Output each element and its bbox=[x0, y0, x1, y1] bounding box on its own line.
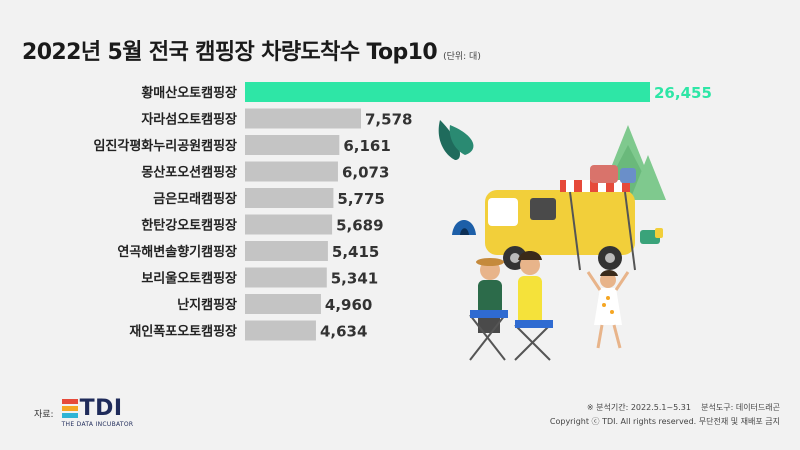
bar bbox=[245, 294, 321, 314]
cooler-icon bbox=[640, 228, 663, 244]
bar bbox=[245, 241, 328, 261]
category-label: 금은모래캠핑장 bbox=[153, 191, 237, 207]
source-label: 자료: bbox=[34, 409, 54, 420]
tent-icon bbox=[452, 220, 476, 235]
chart-title: 2022년 5월 전국 캠핑장 차량도착수 Top10 bbox=[22, 40, 438, 65]
bar bbox=[245, 108, 362, 129]
value-label: 5,415 bbox=[332, 243, 379, 261]
footer-notes: ※ 분석기간: 2022.5.1~5.31 분석도구: 데이터드래곤 Copyr… bbox=[550, 401, 780, 429]
bar bbox=[245, 188, 334, 208]
unit-label: (단위: 대) bbox=[443, 52, 481, 62]
value-label: 4,960 bbox=[325, 296, 372, 314]
bar bbox=[245, 161, 338, 182]
analysis-period: ※ 분석기간: 2022.5.1~5.31 분석도구: 데이터드래곤 bbox=[586, 403, 780, 412]
value-label: 6,161 bbox=[343, 137, 390, 155]
category-label: 재인폭포오토캠핑장 bbox=[129, 324, 237, 340]
value-label: 5,689 bbox=[336, 217, 383, 235]
logo-subtitle: THE DATA INCUBATOR bbox=[61, 421, 134, 428]
bar bbox=[245, 267, 327, 288]
value-label: 5,341 bbox=[331, 270, 378, 288]
bar bbox=[245, 214, 333, 235]
category-label: 황매산오토캠핑장 bbox=[141, 85, 237, 101]
camping-illustration-icon bbox=[438, 120, 666, 361]
title-block: 2022년 5월 전국 캠핑장 차량도착수 Top10 (단위: 대) bbox=[22, 34, 481, 66]
value-label: 7,578 bbox=[365, 111, 412, 129]
category-label: 몽산포오션캠핑장 bbox=[141, 165, 237, 181]
value-label: 4,634 bbox=[320, 323, 367, 341]
bar bbox=[245, 320, 316, 341]
tdi-logo-mark-icon bbox=[61, 399, 78, 418]
category-label: 자라섬오토캠핑장 bbox=[141, 112, 237, 128]
category-label: 연곡해변솔향기캠핑장 bbox=[117, 244, 237, 260]
bar bbox=[245, 135, 340, 155]
logo-text: TDI bbox=[79, 396, 123, 421]
people-icon bbox=[469, 251, 630, 361]
camper-van-icon bbox=[485, 165, 636, 271]
copyright-notice: Copyright ⓒ TDI. All rights reserved. 무단… bbox=[549, 417, 780, 426]
value-label: 5,775 bbox=[337, 190, 384, 208]
source-block: 자료: TDI THE DATA INCUBATOR bbox=[34, 396, 134, 429]
bar bbox=[245, 82, 650, 102]
value-label: 26,455 bbox=[654, 84, 712, 102]
category-label: 한탄강오토캠핑장 bbox=[141, 218, 237, 234]
category-label: 보리울오토캠핑장 bbox=[141, 271, 237, 287]
palm-leaf-icon bbox=[438, 120, 474, 160]
value-label: 6,073 bbox=[342, 164, 389, 182]
tdi-logo: TDI THE DATA INCUBATOR bbox=[61, 396, 134, 428]
category-label: 임진각평화누리공원캠핑장 bbox=[93, 138, 237, 154]
category-label: 난지캠핑장 bbox=[177, 297, 237, 313]
